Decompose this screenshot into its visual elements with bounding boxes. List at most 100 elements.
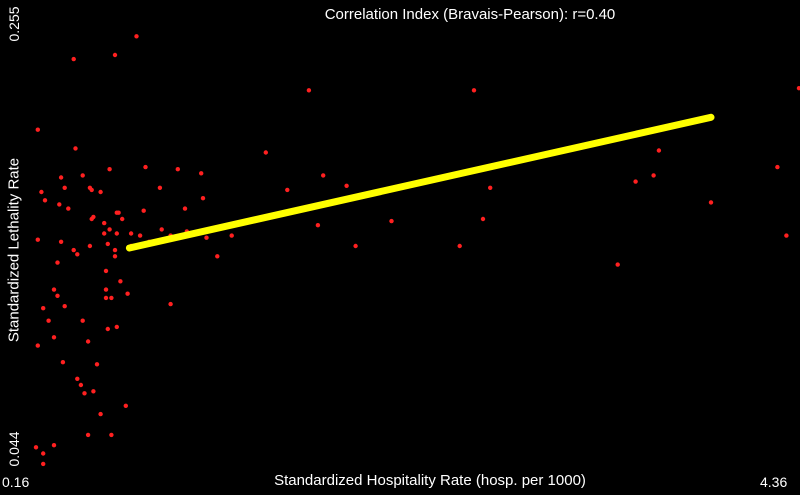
data-point bbox=[107, 167, 112, 172]
data-point bbox=[103, 295, 109, 301]
data-point bbox=[103, 268, 109, 274]
trendline-layer bbox=[125, 113, 715, 252]
data-point bbox=[107, 227, 112, 232]
data-point bbox=[78, 382, 84, 388]
data-point bbox=[87, 243, 93, 249]
data-point bbox=[143, 164, 148, 170]
data-point bbox=[89, 187, 94, 193]
data-point bbox=[58, 175, 64, 180]
data-point bbox=[109, 295, 114, 301]
y-tick-label-min: 0.044 bbox=[6, 431, 22, 467]
data-point bbox=[91, 389, 96, 394]
y-tick-label-max: 0.255 bbox=[6, 6, 22, 42]
data-point bbox=[102, 231, 107, 236]
data-point bbox=[35, 127, 40, 132]
data-point bbox=[159, 227, 164, 232]
data-point bbox=[75, 252, 80, 257]
data-point bbox=[306, 88, 312, 93]
x-axis-label: Standardized Hospitality Rate (hosp. per… bbox=[274, 472, 586, 489]
data-point bbox=[57, 202, 62, 207]
data-point bbox=[55, 260, 60, 265]
data-point bbox=[656, 148, 662, 153]
data-point bbox=[85, 432, 91, 438]
data-point bbox=[35, 343, 40, 348]
data-point bbox=[199, 171, 204, 176]
data-point bbox=[353, 243, 358, 249]
data-point bbox=[229, 233, 234, 238]
data-point bbox=[796, 86, 800, 91]
data-point bbox=[112, 254, 118, 259]
data-point bbox=[708, 200, 714, 205]
data-point bbox=[46, 318, 51, 323]
data-point bbox=[471, 88, 477, 93]
data-point bbox=[775, 164, 780, 170]
data-point bbox=[41, 461, 46, 467]
data-point bbox=[80, 173, 85, 178]
data-point bbox=[80, 318, 85, 323]
data-point bbox=[120, 216, 125, 222]
data-point bbox=[114, 324, 120, 330]
data-point bbox=[123, 403, 128, 408]
data-point bbox=[112, 247, 118, 253]
data-point bbox=[71, 56, 76, 62]
data-point bbox=[128, 231, 134, 236]
data-point bbox=[112, 52, 118, 58]
data-point bbox=[200, 196, 206, 201]
data-point bbox=[114, 231, 120, 236]
data-point bbox=[116, 210, 121, 215]
data-point bbox=[105, 241, 111, 247]
data-point bbox=[39, 189, 44, 195]
data-point bbox=[58, 239, 64, 244]
data-point bbox=[60, 360, 66, 365]
data-point bbox=[134, 34, 139, 39]
data-point bbox=[91, 214, 96, 220]
data-point bbox=[71, 247, 76, 253]
data-point bbox=[615, 262, 620, 267]
data-point bbox=[109, 432, 114, 438]
data-point bbox=[285, 187, 290, 193]
data-point bbox=[125, 291, 130, 296]
data-point bbox=[94, 362, 100, 367]
trend-line bbox=[125, 113, 715, 252]
data-point bbox=[85, 339, 91, 344]
data-point bbox=[175, 167, 180, 172]
data-point bbox=[457, 243, 462, 249]
data-point bbox=[137, 233, 143, 238]
x-tick-label-min: 0.16 bbox=[2, 474, 30, 490]
chart-title: Correlation Index (Bravais-Pearson): r=0… bbox=[324, 6, 616, 23]
data-point bbox=[182, 206, 188, 211]
data-point bbox=[105, 326, 111, 332]
data-point bbox=[389, 218, 394, 224]
data-point bbox=[157, 185, 163, 190]
data-point bbox=[168, 301, 173, 307]
y-axis-label: Standardized Lethality Rate bbox=[5, 157, 23, 343]
data-point bbox=[33, 445, 39, 450]
data-point bbox=[344, 183, 349, 188]
data-point bbox=[62, 304, 67, 309]
x-tick-label-max: 4.36 bbox=[760, 474, 788, 490]
data-point bbox=[651, 173, 656, 178]
data-point bbox=[62, 185, 67, 190]
data-point bbox=[784, 233, 789, 238]
data-point bbox=[263, 150, 268, 155]
data-point bbox=[315, 223, 321, 228]
data-point bbox=[42, 198, 48, 203]
data-point bbox=[103, 287, 109, 292]
data-point bbox=[51, 443, 57, 448]
data-point bbox=[118, 279, 123, 284]
data-point bbox=[215, 254, 220, 259]
data-point bbox=[82, 391, 87, 396]
data-point bbox=[204, 235, 209, 240]
data-point bbox=[98, 411, 103, 417]
data-point bbox=[102, 220, 107, 226]
data-point bbox=[98, 189, 103, 195]
data-point bbox=[141, 208, 146, 213]
data-point bbox=[41, 451, 46, 456]
data-point bbox=[35, 237, 40, 242]
data-point bbox=[633, 179, 638, 184]
data-point bbox=[488, 185, 493, 190]
data-point bbox=[41, 306, 46, 311]
data-point bbox=[51, 335, 57, 340]
